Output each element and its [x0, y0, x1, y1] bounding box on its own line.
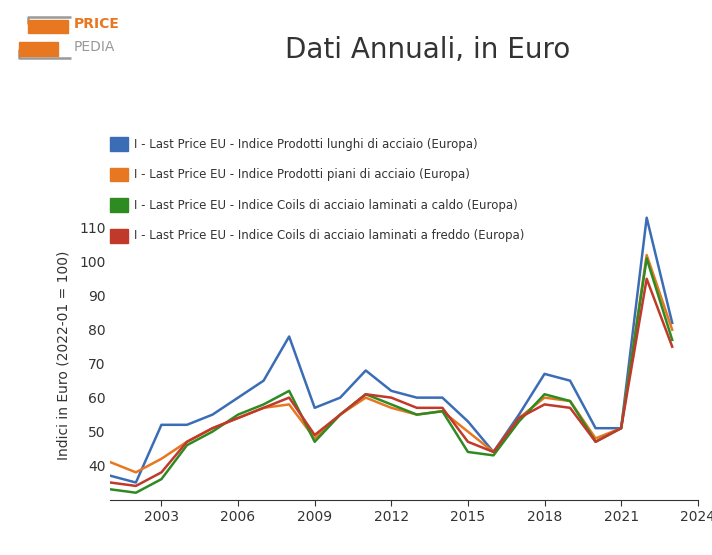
Y-axis label: Indici in Euro (2022-01 = 100): Indici in Euro (2022-01 = 100)	[57, 250, 70, 460]
Text: I - Last Price EU - Indice Prodotti lunghi di acciaio (Europa): I - Last Price EU - Indice Prodotti lung…	[134, 138, 478, 150]
Bar	[28, 20, 68, 33]
Text: I - Last Price EU - Indice Coils di acciaio laminati a freddo (Europa): I - Last Price EU - Indice Coils di acci…	[134, 229, 524, 242]
Text: I - Last Price EU - Indice Coils di acciaio laminati a caldo (Europa): I - Last Price EU - Indice Coils di acci…	[134, 199, 518, 211]
Text: I - Last Price EU - Indice Prodotti piani di acciaio (Europa): I - Last Price EU - Indice Prodotti pian…	[134, 168, 470, 181]
Text: PRICE: PRICE	[74, 17, 120, 32]
Bar	[19, 42, 58, 56]
Text: PEDIA: PEDIA	[74, 39, 115, 54]
Text: Dati Annuali, in Euro: Dati Annuali, in Euro	[285, 36, 570, 64]
